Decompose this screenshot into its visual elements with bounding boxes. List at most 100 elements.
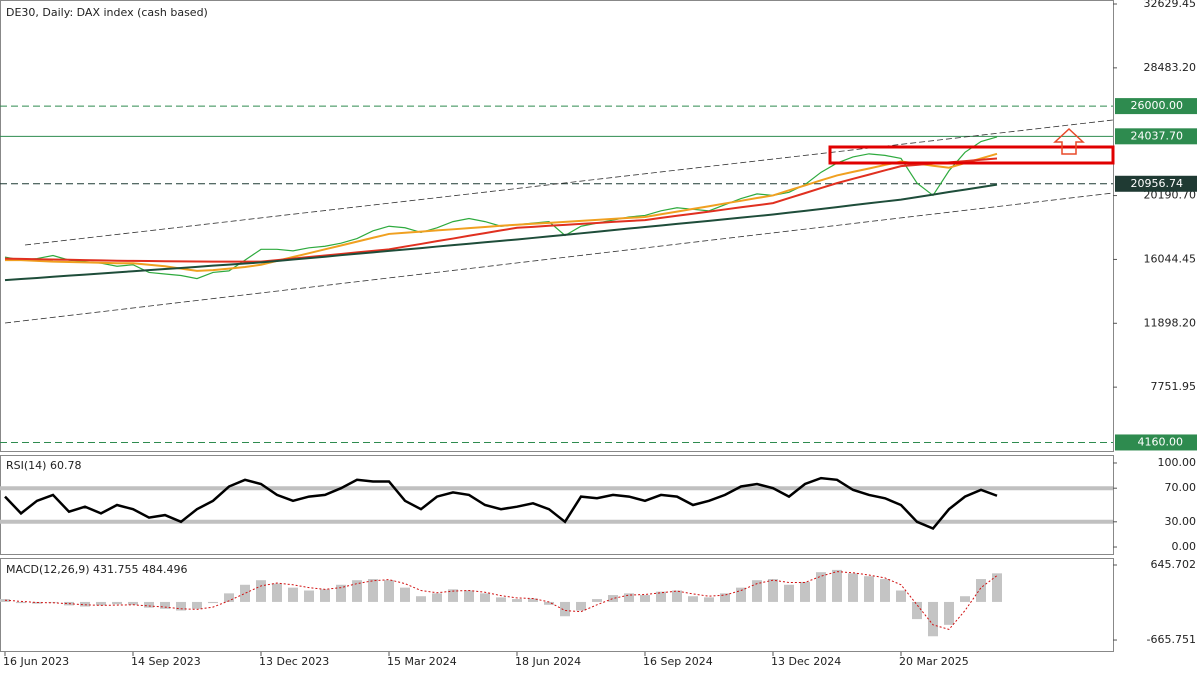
macd-bar (880, 579, 890, 602)
macd-bar (784, 584, 794, 602)
macd-bar (128, 601, 138, 605)
macd-bar (592, 599, 602, 602)
macd-bar (960, 596, 970, 602)
macd-bar (192, 601, 202, 609)
macd-bar (896, 590, 906, 602)
x-tick-label: 15 Mar 2024 (387, 655, 457, 668)
macd-bar (416, 596, 426, 602)
y-tick-label: 28483.20 (1144, 61, 1197, 74)
level-tag (1115, 434, 1197, 451)
macd-bar (368, 579, 378, 602)
chart-title: DE30, Daily: DAX index (cash based) (6, 6, 208, 19)
macd-bar (544, 601, 554, 605)
macd-bar (432, 593, 442, 602)
level-label: 26000.00 (1131, 99, 1184, 112)
y-tick-label: 70.00 (1165, 481, 1197, 494)
moving-average (4, 157, 998, 263)
macd-bar (864, 576, 874, 602)
level-label: 24037.70 (1131, 129, 1184, 142)
macd-bar (288, 587, 298, 602)
macd-bar (976, 579, 986, 602)
x-tick-label: 20 Mar 2025 (899, 655, 969, 668)
macd-bar (16, 601, 26, 604)
price-panel (0, 0, 1114, 452)
macd-bar (816, 572, 826, 602)
macd-bar (256, 580, 266, 602)
level-label: 20956.74 (1131, 177, 1184, 190)
channel-upper (24, 119, 1114, 246)
macd-bar (336, 584, 346, 602)
y-tick-label: 100.00 (1158, 456, 1197, 469)
macd-bar (400, 587, 410, 602)
macd-bar (912, 601, 922, 620)
macd-bar (992, 573, 1002, 602)
macd-bar (96, 601, 106, 606)
macd-bar (224, 593, 234, 602)
x-tick-label: 14 Sep 2023 (131, 655, 201, 668)
macd-title: MACD(12,26,9) 431.755 484.496 (6, 563, 188, 576)
macd-bar (48, 601, 58, 603)
macd-bar (304, 590, 314, 602)
macd-bar (832, 569, 842, 602)
macd-bar (464, 590, 474, 602)
signal-line (4, 571, 998, 630)
macd-bar (928, 601, 938, 637)
y-tick-label: 30.00 (1165, 515, 1197, 528)
macd-bar (800, 581, 810, 602)
macd-bar (272, 583, 282, 602)
level-tag (1115, 98, 1197, 115)
macd-bar (640, 595, 650, 602)
y-tick-label: 11898.20 (1144, 316, 1197, 329)
y-tick-label: 7751.95 (1151, 380, 1197, 393)
level-label: 4160.00 (1138, 435, 1184, 448)
macd-bar (576, 601, 586, 611)
macd-bar (688, 596, 698, 602)
y-tick-label: -665.751 (1147, 633, 1196, 646)
macd-bar (320, 589, 330, 602)
up-arrow (1053, 127, 1085, 155)
macd-panel (0, 558, 1114, 652)
moving-average (5, 152, 998, 272)
level-tag (1115, 175, 1197, 192)
annotations (4, 119, 1115, 324)
macd-bar (512, 599, 522, 602)
macd-bar (176, 601, 186, 611)
macd-bar (80, 601, 90, 607)
macd-bar (608, 595, 618, 602)
macd-bar (352, 580, 362, 602)
x-tick-label: 13 Dec 2024 (771, 655, 841, 668)
macd-bar (752, 580, 762, 602)
macd-bar (208, 601, 218, 604)
macd-bar (624, 593, 634, 602)
macd-bar (848, 573, 858, 602)
macd-bar (448, 589, 458, 602)
x-tick-label: 16 Jun 2023 (3, 655, 69, 668)
macd-bar (656, 591, 666, 602)
y-tick-label: 32629.45 (1144, 0, 1197, 10)
macd-bar (736, 587, 746, 602)
rsi-title: RSI(14) 60.78 (6, 459, 81, 472)
macd-bar (160, 601, 170, 609)
macd-bar (384, 580, 394, 602)
macd-bar (672, 590, 682, 602)
y-tick-label: 645.702 (1151, 558, 1197, 571)
macd-bar (144, 601, 154, 608)
macd-bar (528, 598, 538, 602)
macd-bar (480, 593, 490, 602)
rsi-panel (0, 455, 1114, 555)
macd-bar (496, 597, 506, 602)
level-tag (1115, 128, 1197, 145)
macd-bar (768, 579, 778, 602)
x-tick-label: 13 Dec 2023 (259, 655, 329, 668)
macd-bar (704, 597, 714, 602)
channel-lower (4, 192, 1114, 324)
y-tick-label: 20190.70 (1144, 189, 1197, 202)
macd-bar (720, 593, 730, 602)
macd-bar (112, 601, 122, 605)
macd-bar (560, 601, 570, 617)
moving-average (4, 183, 998, 282)
price-line (4, 136, 998, 280)
x-tick-label: 18 Jun 2024 (515, 655, 581, 668)
macd-bar (240, 584, 250, 602)
